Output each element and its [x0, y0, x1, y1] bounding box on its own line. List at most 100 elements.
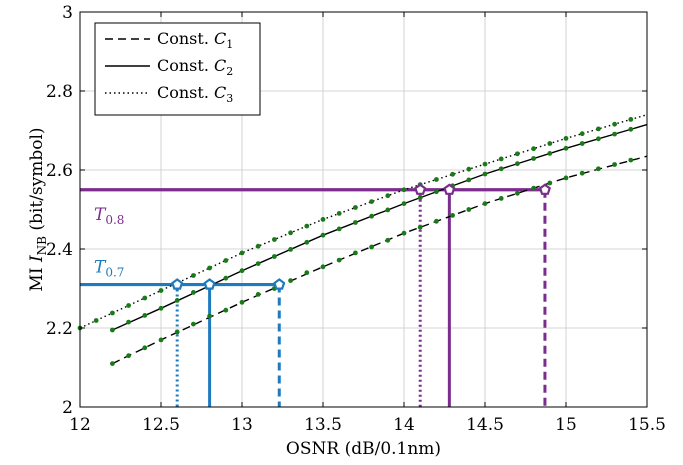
data-point [272, 237, 277, 242]
data-point [515, 161, 520, 167]
data-point [255, 243, 261, 249]
data-point [466, 207, 472, 212]
x-tick-label: 13.5 [304, 415, 342, 435]
data-point [207, 313, 213, 319]
data-point [110, 361, 115, 366]
data-point [158, 305, 164, 311]
legend-entry-prefix: Const. [157, 83, 214, 102]
y-tick-label: 2 [62, 398, 73, 418]
data-point [563, 145, 569, 151]
data-point [142, 295, 148, 301]
data-point [531, 146, 536, 152]
data-point [498, 166, 504, 172]
data-point [369, 199, 374, 205]
legend-entry-subscript: 1 [226, 38, 233, 51]
y-axis-label-prefix: MI [27, 262, 47, 292]
data-point [110, 327, 115, 333]
x-tick-label: 15.5 [628, 415, 666, 435]
data-point [336, 226, 342, 232]
threshold-label-subscript: 0.8 [105, 213, 124, 227]
data-point [304, 270, 310, 276]
data-point [385, 237, 391, 243]
threshold-label-symbol: T [94, 205, 107, 225]
data-point [191, 273, 196, 278]
data-point [596, 126, 601, 132]
data-point [255, 292, 261, 297]
data-point [304, 239, 310, 245]
data-point [579, 170, 585, 176]
data-point [353, 220, 358, 225]
data-point [434, 177, 439, 182]
data-point [612, 121, 617, 127]
y-axis-label: MI INB (bit/symbol) [27, 127, 49, 291]
data-point [628, 117, 634, 122]
threshold-labels: T0.8T0.7 [94, 205, 124, 280]
data-point [563, 136, 569, 141]
legend-entry-symbol: C [214, 56, 226, 75]
data-point [547, 180, 553, 186]
data-point [482, 161, 488, 167]
data-point [110, 310, 115, 316]
data-point [320, 264, 326, 270]
data-point [385, 207, 391, 213]
data-point [320, 232, 326, 238]
series-line [112, 155, 648, 365]
threshold-label-symbol: T [94, 258, 107, 278]
legend-entry-subscript: 3 [226, 92, 233, 105]
threshold-crossing-marker [273, 278, 286, 290]
y-tick-label: 3 [62, 3, 73, 23]
data-point [417, 224, 423, 230]
data-point [401, 230, 407, 236]
y-tick-label: 2.2 [46, 319, 73, 339]
data-point [466, 166, 472, 172]
x-tick-label: 12.5 [142, 415, 180, 435]
data-point [628, 157, 634, 163]
data-point [482, 171, 488, 177]
data-point [515, 190, 520, 196]
data-point [174, 298, 180, 303]
x-tick-label: 15 [555, 415, 577, 435]
threshold-label-subscript: 0.7 [105, 266, 124, 280]
data-point [353, 205, 358, 210]
data-point [320, 217, 326, 222]
x-tick-label: 13 [231, 415, 253, 435]
series-curves [79, 114, 648, 365]
data-point [450, 171, 455, 177]
data-point [482, 201, 488, 207]
threshold-crossing-marker [203, 278, 216, 290]
data-point [288, 230, 293, 236]
x-tick-label: 12 [69, 415, 91, 435]
series-line [112, 123, 648, 331]
data-point [142, 313, 148, 318]
y-tick-label: 2.4 [46, 240, 73, 260]
data-point [385, 193, 391, 199]
threshold-crossing-points [171, 183, 551, 290]
data-point [612, 131, 617, 137]
plot-frame [79, 11, 648, 408]
data-point [596, 166, 601, 172]
legend-entry-subscript: 2 [226, 65, 233, 78]
data-point [563, 175, 569, 181]
data-point [531, 185, 536, 191]
data-point [515, 151, 520, 157]
threshold-lines [80, 188, 547, 407]
y-axis-label-unit: (bit/symbol) [27, 127, 47, 236]
series-markers [77, 117, 634, 366]
data-point [369, 244, 374, 250]
data-point [191, 321, 196, 327]
data-point [174, 329, 180, 335]
data-point [239, 299, 245, 305]
data-point [288, 247, 293, 252]
data-point [498, 156, 504, 162]
data-point [612, 162, 617, 167]
data-point [628, 126, 634, 132]
x-axis-label: OSNR (dB/0.1nm) [286, 439, 441, 459]
data-point [401, 201, 407, 207]
data-point [223, 307, 229, 313]
legend-entry-label: Const. C1 [157, 29, 233, 51]
data-point [158, 337, 164, 343]
legend-entry-prefix: Const. [157, 29, 214, 48]
data-point [239, 268, 245, 274]
